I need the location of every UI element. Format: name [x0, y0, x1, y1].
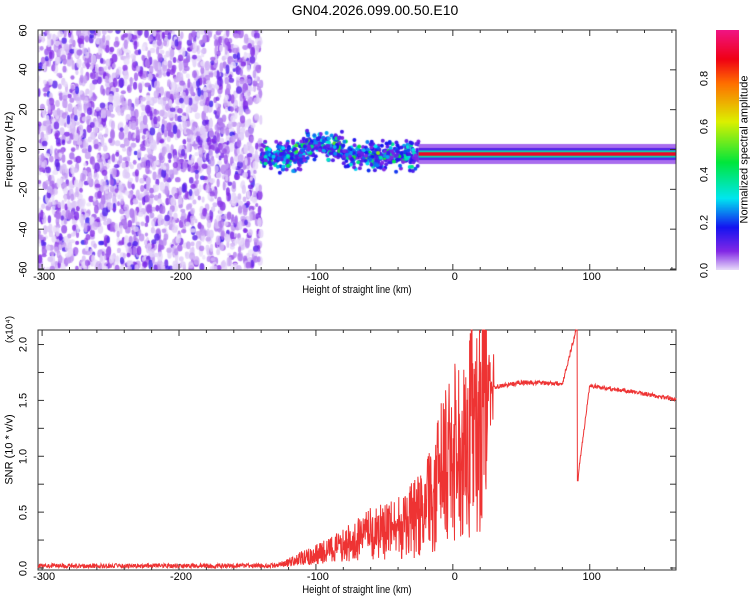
snr-y-tick-label: 0.0	[17, 560, 30, 576]
spectrogram-y-tick-label: 40	[17, 63, 30, 76]
spectrogram-y-tick-label: -20	[17, 181, 30, 198]
colorbar	[716, 30, 739, 270]
spectrogram-y-tick-label: -60	[17, 261, 30, 277]
snr-xlabel: Height of straight line (km)	[302, 584, 412, 596]
colorbar-tick-label: 0.6	[698, 118, 711, 134]
spectrogram-heatmap	[38, 30, 676, 270]
spectrogram-y-tick-label: 0	[17, 146, 30, 153]
snr-x-tick-label: -200	[170, 571, 193, 583]
snr-y-tick-label: 1.5	[17, 392, 30, 409]
snr-line-chart	[37, 328, 677, 571]
colorbar-tick-label: 0.0	[698, 262, 711, 278]
spectrogram-x-tick-label: -200	[170, 271, 193, 283]
colorbar-tick-label: 0.2	[698, 214, 711, 230]
snr-x-tick-label: -300	[33, 571, 56, 583]
spectrogram-y-tick-label: 20	[17, 103, 30, 116]
snr-x-tick-label: 0	[451, 571, 458, 583]
snr-ylabel: SNR (10 * v/v)	[3, 414, 16, 485]
snr-x-tick-label: -100	[306, 571, 329, 583]
snr-multiplier: (x10⁴)	[4, 315, 16, 344]
spectrogram-ylabel: Frequency (Hz)	[3, 111, 16, 188]
snr-frame	[37, 329, 677, 571]
snr-series-line	[37, 328, 677, 570]
snr-y-tick-label: 0.5	[17, 504, 30, 520]
spectrogram-x-tick-label: -100	[306, 271, 329, 283]
snr-y-tick-label: 1.0	[17, 448, 30, 464]
spectrogram-y-tick-label: 60	[17, 23, 30, 37]
spectrogram-x-tick-label: 0	[451, 271, 458, 283]
snr-y-tick-label: 2.0	[17, 336, 30, 353]
spectrogram-frame	[37, 29, 677, 271]
chart-title: GN04.2026.099.00.50.E10	[291, 2, 459, 18]
spectrogram-x-tick-label: 100	[582, 271, 601, 283]
colorbar-tick-label: 0.4	[698, 166, 711, 182]
spectrogram-y-tick-label: -40	[17, 221, 30, 238]
spectrogram-xlabel: Height of straight line (km)	[302, 284, 412, 296]
spectrogram-x-tick-label: -300	[33, 271, 56, 283]
colorbar-label: Normalized spectral amplitude	[738, 75, 750, 224]
snr-x-tick-label: 100	[582, 571, 601, 583]
colorbar-tick-label: 0.8	[698, 70, 711, 86]
spectrogram-axes	[37, 29, 677, 271]
